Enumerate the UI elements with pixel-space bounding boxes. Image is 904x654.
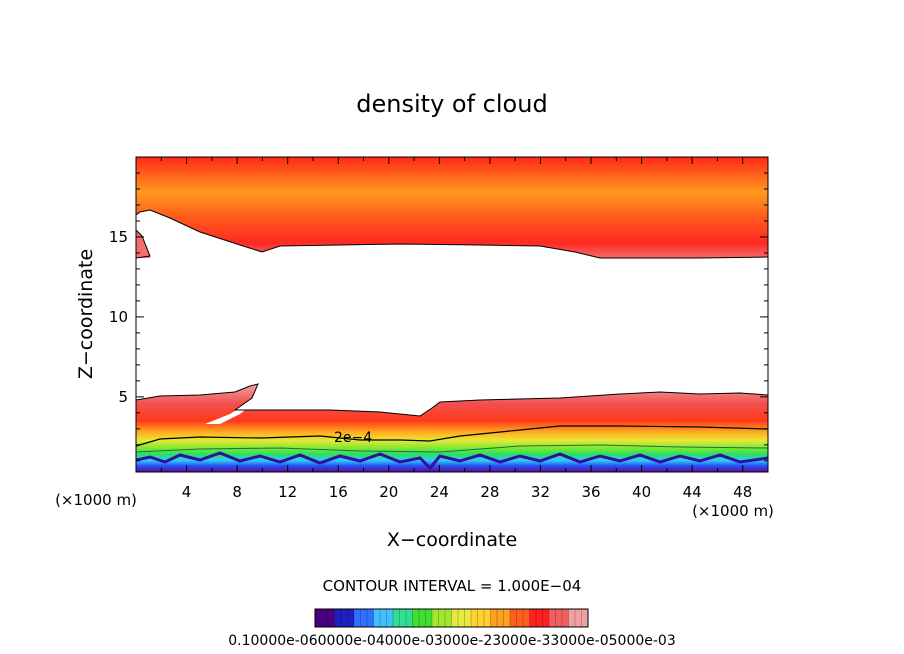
y-axis: 5 10 15: [109, 172, 768, 462]
colorbar-swatch: [412, 609, 433, 627]
lower-cloud-layer: [136, 384, 768, 472]
colorbar-swatch: [471, 609, 491, 627]
upper-cloud-tail: [136, 230, 150, 258]
colorbar-swatch: [568, 609, 589, 627]
chart-title: density of cloud: [356, 90, 547, 118]
upper-cloud-layer: [136, 157, 768, 258]
colorbar-frame: [314, 608, 589, 628]
x-tick-label: 40: [632, 483, 651, 501]
x-tick-label: 28: [480, 483, 499, 501]
x-tick-label: 8: [232, 483, 242, 501]
contour-interval-text: CONTOUR INTERVAL = 1.000E−04: [323, 577, 582, 595]
x-unit-left: (×1000 m): [55, 491, 137, 509]
colorbar-swatch: [451, 609, 472, 627]
y-tick-label: 15: [109, 228, 128, 246]
colorbar-swatch: [529, 609, 550, 627]
colorbar-swatch: [315, 609, 335, 627]
colorbar-swatch: [549, 609, 569, 627]
x-tick-label: 44: [683, 483, 702, 501]
contour-label: 2e−4: [334, 430, 372, 446]
x-tick-label: 36: [581, 483, 600, 501]
x-tick-label: 24: [430, 483, 449, 501]
lower-cloud-notch: [205, 386, 258, 424]
x-tick-label: 32: [531, 483, 550, 501]
contour-line-upper: [136, 209, 768, 259]
plot-frame: [135, 156, 769, 473]
colorbar-swatch: [510, 609, 530, 627]
contour-line-2e-4: [136, 425, 768, 447]
colorbar: [314, 608, 589, 628]
x-axis-label: X−coordinate: [387, 529, 517, 551]
colorbar-swatch: [432, 609, 452, 627]
contour-line-mid: [136, 444, 768, 453]
y-tick-label: 5: [118, 388, 128, 406]
x-tick-label: 20: [379, 483, 398, 501]
x-tick-label: 4: [182, 483, 192, 501]
surface-noise: [136, 451, 768, 471]
contour-line-lower-outer: [136, 383, 768, 417]
x-tick-label: 48: [733, 483, 752, 501]
colorbar-swatch: [373, 609, 394, 627]
x-tick-label: 12: [278, 483, 297, 501]
colorbar-labels: 0.10000e-060000e-04000e-03000e-23000e-33…: [228, 633, 676, 649]
density-field: 2e−4: [136, 157, 768, 472]
y-tick-label: 10: [109, 308, 128, 326]
colorbar-swatch: [393, 609, 413, 627]
y-axis-label: Z−coordinate: [75, 249, 97, 379]
colorbar-swatch: [354, 609, 374, 627]
colorbar-swatch: [334, 609, 355, 627]
x-tick-label: 16: [329, 483, 348, 501]
x-axis: 4 8 12 16 20 24 28 32 36 40 44 48: [160, 157, 752, 501]
colorbar-swatch: [490, 609, 511, 627]
x-unit-right: (×1000 m): [692, 502, 774, 520]
